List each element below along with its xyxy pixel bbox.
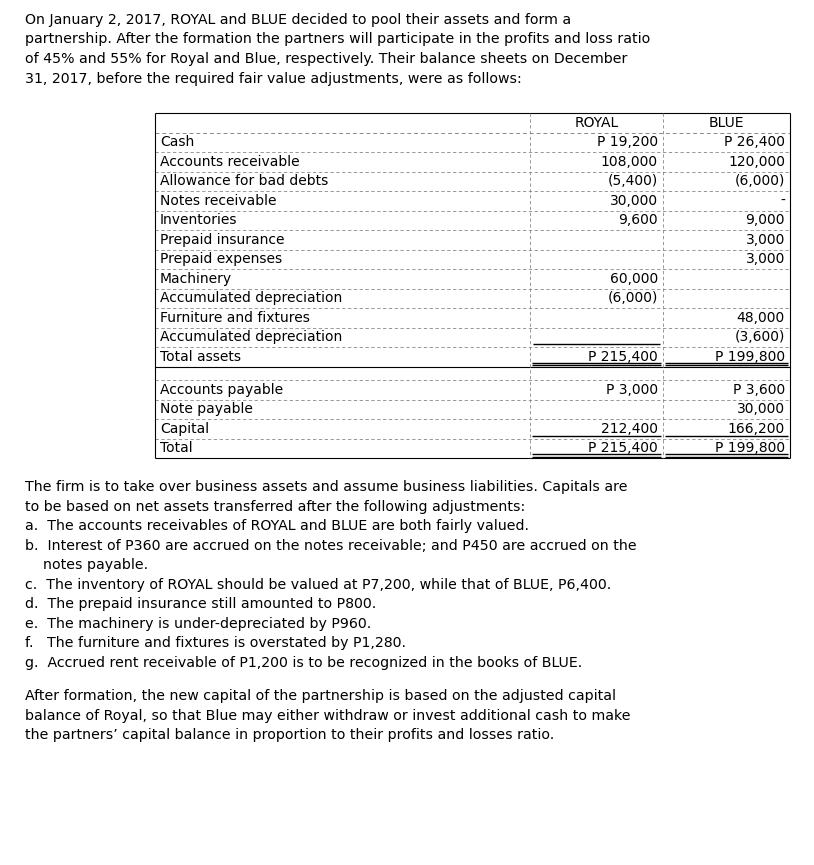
Text: c.  The inventory of ROYAL should be valued at P7,200, while that of BLUE, P6,40: c. The inventory of ROYAL should be valu… [25, 578, 611, 592]
Text: P 199,800: P 199,800 [715, 349, 785, 364]
Text: 31, 2017, before the required fair value adjustments, were as follows:: 31, 2017, before the required fair value… [25, 72, 522, 86]
Text: f.   The furniture and fixtures is overstated by P1,280.: f. The furniture and fixtures is oversta… [25, 636, 406, 650]
Text: P 3,000: P 3,000 [606, 383, 658, 397]
Text: P 3,600: P 3,600 [733, 383, 785, 397]
Text: 3,000: 3,000 [746, 253, 785, 266]
Text: 30,000: 30,000 [737, 402, 785, 416]
Text: Allowance for bad debts: Allowance for bad debts [160, 174, 328, 189]
Text: 9,000: 9,000 [746, 214, 785, 227]
Text: Cash: Cash [160, 135, 195, 150]
Text: Prepaid insurance: Prepaid insurance [160, 233, 285, 247]
Text: -: - [780, 194, 785, 208]
Text: BLUE: BLUE [709, 116, 744, 130]
Text: 120,000: 120,000 [728, 155, 785, 169]
Text: Total: Total [160, 441, 193, 455]
Text: P 26,400: P 26,400 [724, 135, 785, 150]
Text: Furniture and fixtures: Furniture and fixtures [160, 311, 310, 324]
Text: Total assets: Total assets [160, 349, 241, 364]
Text: Capital: Capital [160, 422, 209, 436]
Text: Notes receivable: Notes receivable [160, 194, 277, 208]
Text: 108,000: 108,000 [601, 155, 658, 169]
Text: 30,000: 30,000 [610, 194, 658, 208]
Text: 3,000: 3,000 [746, 233, 785, 247]
Text: to be based on net assets transferred after the following adjustments:: to be based on net assets transferred af… [25, 500, 525, 514]
Text: 48,000: 48,000 [737, 311, 785, 324]
Text: Note payable: Note payable [160, 402, 253, 416]
Text: (6,000): (6,000) [607, 292, 658, 305]
Text: Accumulated depreciation: Accumulated depreciation [160, 292, 342, 305]
Text: a.  The accounts receivables of ROYAL and BLUE are both fairly valued.: a. The accounts receivables of ROYAL and… [25, 519, 529, 533]
Text: 60,000: 60,000 [610, 272, 658, 285]
Text: P 215,400: P 215,400 [589, 349, 658, 364]
Text: g.  Accrued rent receivable of P1,200 is to be recognized in the books of BLUE.: g. Accrued rent receivable of P1,200 is … [25, 656, 582, 670]
Text: On January 2, 2017, ROYAL and BLUE decided to pool their assets and form a: On January 2, 2017, ROYAL and BLUE decid… [25, 13, 571, 27]
Text: balance of Royal, so that Blue may either withdraw or invest additional cash to : balance of Royal, so that Blue may eithe… [25, 708, 631, 722]
Text: Prepaid expenses: Prepaid expenses [160, 253, 282, 266]
Text: notes payable.: notes payable. [25, 558, 148, 572]
Text: Accumulated depreciation: Accumulated depreciation [160, 330, 342, 344]
Text: the partners’ capital balance in proportion to their profits and losses ratio.: the partners’ capital balance in proport… [25, 728, 554, 742]
Text: Machinery: Machinery [160, 272, 232, 285]
Text: (6,000): (6,000) [734, 174, 785, 189]
Text: d.  The prepaid insurance still amounted to P800.: d. The prepaid insurance still amounted … [25, 597, 376, 612]
Text: (3,600): (3,600) [734, 330, 785, 344]
Text: Accounts payable: Accounts payable [160, 383, 283, 397]
Text: (5,400): (5,400) [608, 174, 658, 189]
Text: of 45% and 55% for Royal and Blue, respectively. Their balance sheets on Decembe: of 45% and 55% for Royal and Blue, respe… [25, 52, 628, 66]
Text: b.  Interest of P360 are accrued on the notes receivable; and P450 are accrued o: b. Interest of P360 are accrued on the n… [25, 539, 637, 553]
Text: ROYAL: ROYAL [575, 116, 619, 130]
Text: Accounts receivable: Accounts receivable [160, 155, 300, 169]
Text: 9,600: 9,600 [619, 214, 658, 227]
Text: Inventories: Inventories [160, 214, 238, 227]
Text: 212,400: 212,400 [601, 422, 658, 436]
Text: P 215,400: P 215,400 [589, 441, 658, 455]
Text: 166,200: 166,200 [728, 422, 785, 436]
Text: partnership. After the formation the partners will participate in the profits an: partnership. After the formation the par… [25, 33, 650, 47]
Text: P 19,200: P 19,200 [597, 135, 658, 150]
Text: The firm is to take over business assets and assume business liabilities. Capita: The firm is to take over business assets… [25, 480, 628, 494]
Text: e.  The machinery is under-depreciated by P960.: e. The machinery is under-depreciated by… [25, 617, 371, 631]
Text: After formation, the new capital of the partnership is based on the adjusted cap: After formation, the new capital of the … [25, 689, 616, 703]
Text: P 199,800: P 199,800 [715, 441, 785, 455]
